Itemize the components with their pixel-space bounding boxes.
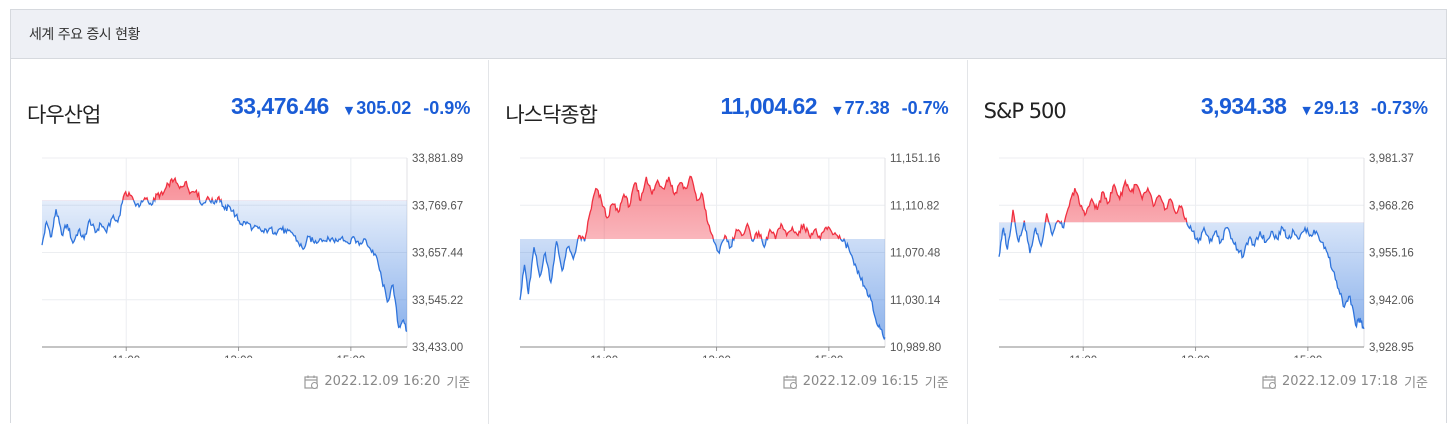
panel-sp500[interactable]: S&P 500 3,934.38 ▼ 29.13 -0.73% 3,981.37 3,968… [968, 60, 1446, 424]
calendar-icon [783, 375, 797, 389]
x-tick-label: 11:00 [1069, 355, 1097, 358]
index-change: 77.38 [844, 98, 890, 118]
y-tick-label: 11,110.82 [890, 200, 939, 212]
timestamp: 2022.12.09 16:20 기준 [304, 372, 470, 391]
index-price: 11,004.62 [720, 93, 818, 119]
area-below-baseline [998, 222, 1364, 329]
x-tick-label: 13:00 [702, 355, 731, 358]
y-tick-label: 33,657.44 [412, 248, 464, 260]
intraday-chart: 3,981.37 3,968.26 3,955.16 3,942.06 3,928.95… [998, 153, 1414, 358]
y-tick-label: 3,981.37 [1369, 153, 1414, 165]
index-name: 나스닥종합 [505, 103, 598, 127]
index-price: 3,934.38 [1200, 93, 1287, 119]
intraday-chart: 11,151.16 11,110.82 11,070.48 11,030.14 10,9… [519, 153, 942, 358]
calendar-icon [304, 375, 319, 389]
timestamp-suffix: 기준 [446, 376, 471, 391]
panel-nasdaq[interactable]: 나스닥종합 11,004.62 ▼ 77.38 -0.7% 11,151.16 11,110… [489, 60, 968, 424]
index-change-pct: -0.9% [423, 98, 471, 118]
market-widget: 세계 주요 증시 현황 다우산업 33,476.46 ▼ 305.02 -0.9% 33,… [10, 9, 1447, 424]
index-change-pct: -0.73% [1370, 98, 1428, 118]
y-tick-label: 3,968.26 [1369, 200, 1414, 212]
index-panels: 다우산업 33,476.46 ▼ 305.02 -0.9% 33,881.89 33,769… [11, 60, 1446, 424]
y-tick-label: 33,433.00 [412, 342, 463, 354]
y-tick-label: 3,955.16 [1369, 248, 1414, 260]
x-tick-label: 11:00 [591, 355, 619, 358]
timestamp-value: 2022.12.09 16:15 [802, 374, 919, 389]
y-tick-label: 33,545.22 [412, 295, 463, 307]
index-change: 305.02 [356, 98, 412, 118]
timestamp-value: 2022.12.09 16:20 [324, 374, 441, 389]
area-above-baseline [122, 178, 222, 201]
series-line-up [1010, 178, 1188, 223]
area-above-baseline [1011, 181, 1187, 223]
calendar-icon [1262, 375, 1277, 389]
x-tick-label: 15:00 [1293, 355, 1322, 358]
series-line-up [577, 175, 845, 240]
index-name: S&P 500 [983, 99, 1067, 123]
y-tick-label: 3,942.06 [1369, 295, 1414, 307]
y-tick-label: 33,881.89 [412, 153, 463, 165]
y-tick-label: 11,070.48 [890, 248, 940, 260]
down-arrow-icon: ▼ [344, 104, 354, 117]
timestamp: 2022.12.09 16:15 기준 [783, 372, 949, 391]
y-tick-label: 10,989.80 [890, 342, 941, 354]
widget-title: 세계 주요 증시 현황 [29, 27, 140, 43]
timestamp-suffix: 기준 [1404, 376, 1428, 391]
x-tick-label: 13:00 [224, 355, 253, 358]
y-tick-label: 3,928.95 [1369, 342, 1414, 354]
series-line-down [41, 200, 408, 332]
index-change-pct: -0.7% [901, 98, 949, 118]
index-price: 33,476.46 [230, 93, 329, 119]
x-tick-label: 11:00 [112, 355, 140, 358]
timestamp-suffix: 기준 [924, 376, 949, 391]
index-name: 다우산업 [27, 103, 101, 127]
timestamp-value: 2022.12.09 17:18 [1282, 374, 1399, 389]
down-arrow-icon: ▼ [1302, 104, 1311, 117]
x-tick-label: 13:00 [1181, 355, 1210, 358]
area-below-baseline [42, 200, 407, 332]
y-tick-label: 33,769.67 [412, 200, 463, 212]
y-tick-label: 11,151.16 [890, 153, 940, 165]
area-above-baseline [520, 176, 886, 240]
panel-dow[interactable]: 다우산업 33,476.46 ▼ 305.02 -0.9% 33,881.89 33,769… [11, 60, 490, 424]
x-tick-label: 15:00 [815, 355, 844, 358]
y-tick-label: 11,030.14 [890, 295, 941, 307]
intraday-chart: 33,881.89 33,769.67 33,657.44 33,545.22 33,4… [41, 153, 464, 358]
timestamp: 2022.12.09 17:18 기준 [1262, 372, 1428, 391]
down-arrow-icon: ▼ [833, 104, 842, 117]
quote-summary: 3,934.38 ▼ 29.13 -0.73% [1201, 93, 1428, 120]
index-change: 29.13 [1313, 98, 1359, 118]
x-tick-label: 15:00 [336, 355, 365, 358]
series-line-down [998, 222, 1365, 330]
quote-summary: 11,004.62 ▼ 77.38 -0.7% [721, 93, 949, 120]
quote-summary: 33,476.46 ▼ 305.02 -0.9% [231, 93, 470, 120]
widget-header: 세계 주요 증시 현황 [11, 10, 1446, 59]
